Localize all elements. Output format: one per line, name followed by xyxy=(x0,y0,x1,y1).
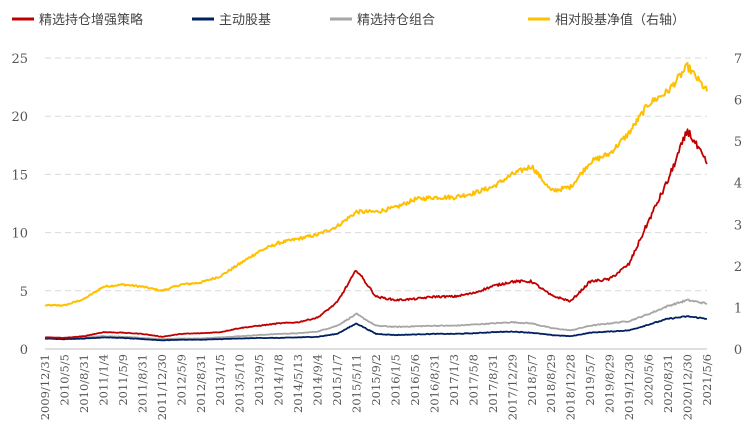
x-tick-label: 2020/12/30 xyxy=(681,354,695,420)
y-left-tick-label: 5 xyxy=(20,285,28,300)
x-tick-label: 2021/5/6 xyxy=(700,354,714,406)
series-lines xyxy=(44,61,708,342)
x-tick-label: 2019/8/29 xyxy=(603,354,617,413)
y-right-tick-label: 5 xyxy=(734,135,742,150)
y-right-tick-label: 0 xyxy=(734,343,742,358)
x-tick-label: 2019/5/7 xyxy=(583,354,597,406)
x-tick-label: 2015/5/11 xyxy=(350,354,364,413)
y-right-tick-label: 7 xyxy=(734,52,742,67)
legend: 精选持仓增强策略 主动股基 精选持仓组合 相对股基净值（右轴） xyxy=(12,12,685,28)
y-right-tick-label: 6 xyxy=(734,94,742,109)
series-line-0 xyxy=(45,128,708,339)
x-tick-label: 2011/5/9 xyxy=(116,354,130,406)
legend-label: 相对股基净值（右轴） xyxy=(555,12,685,28)
y-left-tick-label: 15 xyxy=(11,168,28,183)
x-tick-label: 2017/8/31 xyxy=(486,354,500,413)
gridlines xyxy=(45,57,707,292)
legend-label: 主动股基 xyxy=(219,13,271,28)
x-tick-label: 2018/5/7 xyxy=(525,354,539,406)
x-tick-label: 2013/5/10 xyxy=(233,354,247,413)
x-tick-label: 2017/1/3 xyxy=(447,354,461,406)
y-right-tick-label: 2 xyxy=(734,260,742,275)
x-tick-label: 2012/8/31 xyxy=(194,354,208,413)
legend-label: 精选持仓增强策略 xyxy=(39,12,143,28)
x-tick-label: 2017/5/8 xyxy=(466,354,480,406)
x-tick-label: 2014/5/13 xyxy=(291,354,305,413)
x-tick-label: 2015/1/7 xyxy=(330,354,344,406)
y-left-tick-label: 0 xyxy=(20,343,28,358)
y-left-tick-label: 20 xyxy=(11,110,28,125)
series-line-3 xyxy=(44,61,708,307)
x-tick-label: 2016/1/5 xyxy=(388,354,402,406)
x-tick-label: 2011/12/30 xyxy=(155,354,169,420)
x-tick-label: 2012/5/9 xyxy=(174,354,188,406)
x-tick-label: 2015/9/2 xyxy=(369,354,383,406)
series-line-1 xyxy=(44,315,708,342)
x-tick-label: 2016/5/6 xyxy=(408,354,422,406)
x-tick-label: 2020/8/31 xyxy=(661,354,675,413)
x-tick-label: 2013/9/5 xyxy=(252,354,266,406)
x-tick-label: 2011/1/4 xyxy=(96,354,110,406)
y-left-tick-label: 10 xyxy=(11,227,28,242)
y-right-tick-label: 4 xyxy=(734,177,742,192)
y-right-tick-label: 3 xyxy=(734,218,742,233)
x-tick-label: 2018/8/29 xyxy=(544,354,558,413)
axes: 0 5 10 15 20 25 0 1 2 3 4 5 6 7 2009/12/31 2010/5/5 2010… xyxy=(11,52,742,420)
x-tick-label: 2014/9/4 xyxy=(311,354,325,406)
x-tick-label: 2009/12/31 xyxy=(38,354,52,420)
x-tick-label: 2016/8/31 xyxy=(427,354,441,413)
x-tick-label: 2017/12/29 xyxy=(505,354,519,420)
x-tick-label: 2014/1/8 xyxy=(272,354,286,406)
series-line-2 xyxy=(44,298,708,341)
y-left-tick-label: 25 xyxy=(11,52,28,67)
legend-label: 精选持仓组合 xyxy=(357,13,435,28)
y-right-tick-label: 1 xyxy=(734,301,742,316)
x-tick-label: 2010/5/5 xyxy=(57,354,71,406)
x-tick-label: 2020/5/6 xyxy=(642,354,656,406)
x-tick-label: 2019/12/30 xyxy=(622,354,636,420)
x-tick-label: 2018/12/28 xyxy=(564,354,578,420)
x-tick-label: 2011/8/31 xyxy=(135,354,149,413)
x-tick-label: 2010/8/31 xyxy=(77,354,91,413)
x-tick-label: 2013/1/5 xyxy=(213,354,227,406)
